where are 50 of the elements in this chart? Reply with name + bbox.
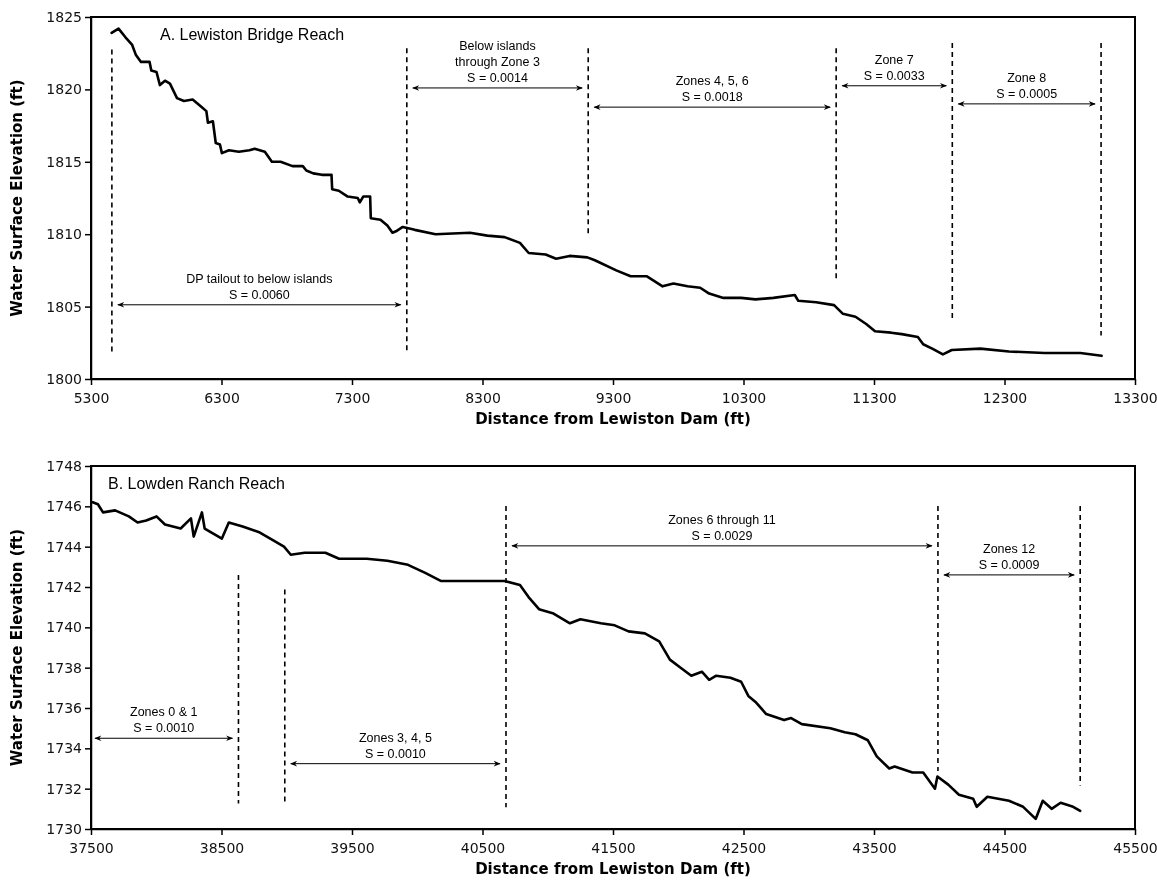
- line-series: [110, 27, 1103, 358]
- text: B. Lowden Ranch Reach: [108, 475, 285, 492]
- x-tick-label: 40500: [460, 839, 506, 856]
- x-tick-label: 39500: [330, 839, 375, 856]
- y-axis-title: Water Surface Elevation (ft): [8, 79, 26, 317]
- y-tick-label: 1810: [46, 226, 82, 243]
- annotation: Below islands through Zone 3 S = 0.0014: [455, 38, 540, 85]
- annotation: Zone 8 S = 0.0005: [996, 70, 1058, 101]
- y-tick-label: 1742: [46, 578, 82, 595]
- x-axis-title: Distance from Lewiston Dam (ft): [475, 410, 751, 428]
- annotation: Zones 6 through 11 S = 0.0029: [668, 512, 776, 543]
- x-tick-label: 8300: [465, 389, 501, 406]
- y-tick-label: 1800: [46, 370, 82, 387]
- y-tick-label: 1736: [46, 699, 83, 716]
- x-tick-label: 7300: [334, 389, 371, 406]
- annotation: DP tailout to below islands S = 0.0060: [186, 271, 333, 302]
- x-tick-label: 42500: [721, 839, 767, 856]
- x-tick-label: 6300: [204, 389, 240, 406]
- y-axis-title: Water Surface Elevation (ft): [8, 528, 26, 767]
- x-tick-label: 45500: [1113, 839, 1157, 856]
- x-tick-label: 5300: [73, 389, 110, 406]
- y-tick-label: 1734: [46, 740, 83, 757]
- y-tick-label: 1805: [46, 298, 82, 315]
- x-tick-label: 38500: [199, 839, 245, 856]
- annotation: Zones 12 S = 0.0009: [978, 541, 1040, 572]
- x-axis-title: Distance from Lewiston Dam (ft): [475, 860, 751, 878]
- x-tick-label: 9300: [595, 389, 632, 406]
- y-tick-label: 1738: [46, 659, 82, 676]
- x-tick-label: 13300: [1113, 389, 1157, 406]
- y-tick-label: 1820: [46, 81, 82, 98]
- y-tick-label: 1730: [46, 820, 82, 837]
- x-tick-label: 44500: [982, 839, 1028, 856]
- x-tick-label: 11300: [852, 389, 897, 406]
- y-tick-label: 1732: [46, 780, 82, 797]
- text: A. Lewiston Bridge Reach: [160, 26, 345, 43]
- x-tick-label: 37500: [69, 839, 114, 856]
- annotation: Zones 0 & 1 S = 0.0010: [130, 705, 198, 736]
- annotation: Zones 4, 5, 6 S = 0.0018: [675, 74, 749, 105]
- x-tick-label: 43500: [852, 839, 897, 856]
- y-tick-label: 1744: [46, 538, 83, 555]
- annotation: Zone 7 S = 0.0033: [863, 52, 925, 83]
- x-tick-label: 41500: [591, 839, 636, 856]
- y-tick-label: 1746: [46, 498, 83, 515]
- x-tick-label: 12300: [982, 389, 1028, 406]
- y-tick-label: 1740: [46, 619, 82, 636]
- y-tick-label: 1825: [46, 8, 82, 25]
- annotation: Zones 3, 4, 5 S = 0.0010: [358, 730, 432, 761]
- y-tick-label: 1815: [46, 153, 82, 170]
- x-tick-label: 10300: [721, 389, 767, 406]
- y-tick-label: 1748: [46, 457, 82, 474]
